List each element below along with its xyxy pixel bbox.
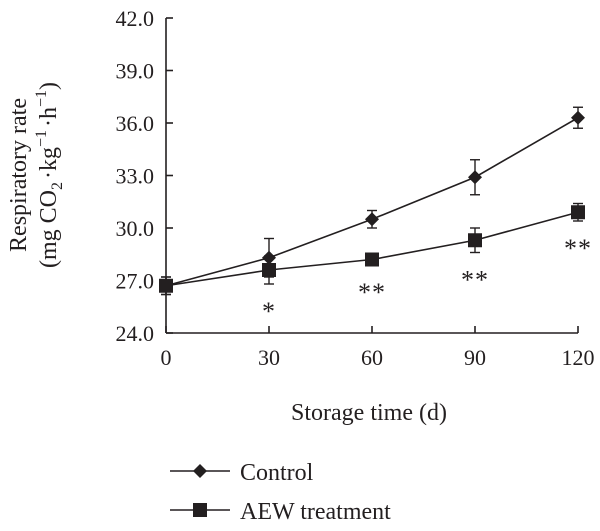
y-unit-sub: 2 bbox=[49, 182, 66, 190]
x-tick-label: 60 bbox=[361, 345, 383, 370]
x-tick-label: 30 bbox=[258, 345, 280, 370]
y-tick-label: 36.0 bbox=[116, 111, 155, 136]
significance-annotations: *** **** bbox=[262, 234, 592, 326]
x-tick-label: 0 bbox=[161, 345, 172, 370]
data-point bbox=[468, 170, 482, 185]
y-unit-sup2: −1 bbox=[33, 90, 50, 107]
y-tick-label: 33.0 bbox=[116, 164, 155, 189]
y-axis: 24.0 27.0 30.0 33.0 36.0 39.0 42.0 bbox=[116, 6, 173, 346]
significance-mark: ** bbox=[564, 234, 592, 263]
legend-item-control: Control bbox=[170, 460, 314, 486]
y-unit-sup1: −1 bbox=[33, 130, 50, 147]
data-point bbox=[468, 233, 482, 248]
data-point bbox=[365, 252, 379, 267]
significance-mark: * bbox=[262, 297, 276, 326]
series-aew-treatment bbox=[159, 202, 585, 296]
y-axis-label-line1: Respiratory rate bbox=[6, 98, 32, 252]
x-tick-label: 120 bbox=[562, 345, 595, 370]
y-tick-label: 27.0 bbox=[116, 269, 155, 294]
square-marker-icon bbox=[193, 503, 207, 517]
y-axis-label-line2: (mg CO2·kg−1·h−1) bbox=[33, 82, 66, 268]
y-tick-label: 39.0 bbox=[116, 59, 155, 84]
x-axis-label: Storage time (d) bbox=[291, 400, 447, 426]
legend: Control AEW treatment bbox=[170, 460, 391, 525]
y-unit-prefix: (mg CO bbox=[36, 190, 62, 268]
diamond-marker-icon bbox=[193, 464, 207, 478]
data-point bbox=[571, 110, 585, 125]
y-tick-label: 24.0 bbox=[116, 321, 155, 346]
data-point bbox=[365, 212, 379, 227]
data-point bbox=[571, 205, 585, 220]
x-axis: 0 30 60 90 120 bbox=[161, 326, 595, 370]
significance-mark: ** bbox=[461, 266, 489, 295]
x-tick-label: 90 bbox=[464, 345, 486, 370]
y-tick-label: 30.0 bbox=[116, 216, 155, 241]
data-point bbox=[159, 278, 173, 293]
legend-label-aew: AEW treatment bbox=[240, 499, 391, 525]
y-unit-mid1: ·kg bbox=[36, 147, 62, 179]
plot-area bbox=[159, 106, 585, 296]
significance-mark: ** bbox=[358, 278, 386, 307]
y-tick-label: 42.0 bbox=[116, 6, 155, 31]
legend-label-control: Control bbox=[240, 460, 314, 486]
y-unit-mid2: ·h bbox=[36, 107, 62, 127]
legend-item-aew: AEW treatment bbox=[170, 499, 391, 525]
y-axis-label: Respiratory rate (mg CO2·kg−1·h−1) bbox=[6, 82, 66, 268]
y-unit-suffix: ) bbox=[36, 82, 62, 90]
data-point bbox=[262, 263, 276, 277]
